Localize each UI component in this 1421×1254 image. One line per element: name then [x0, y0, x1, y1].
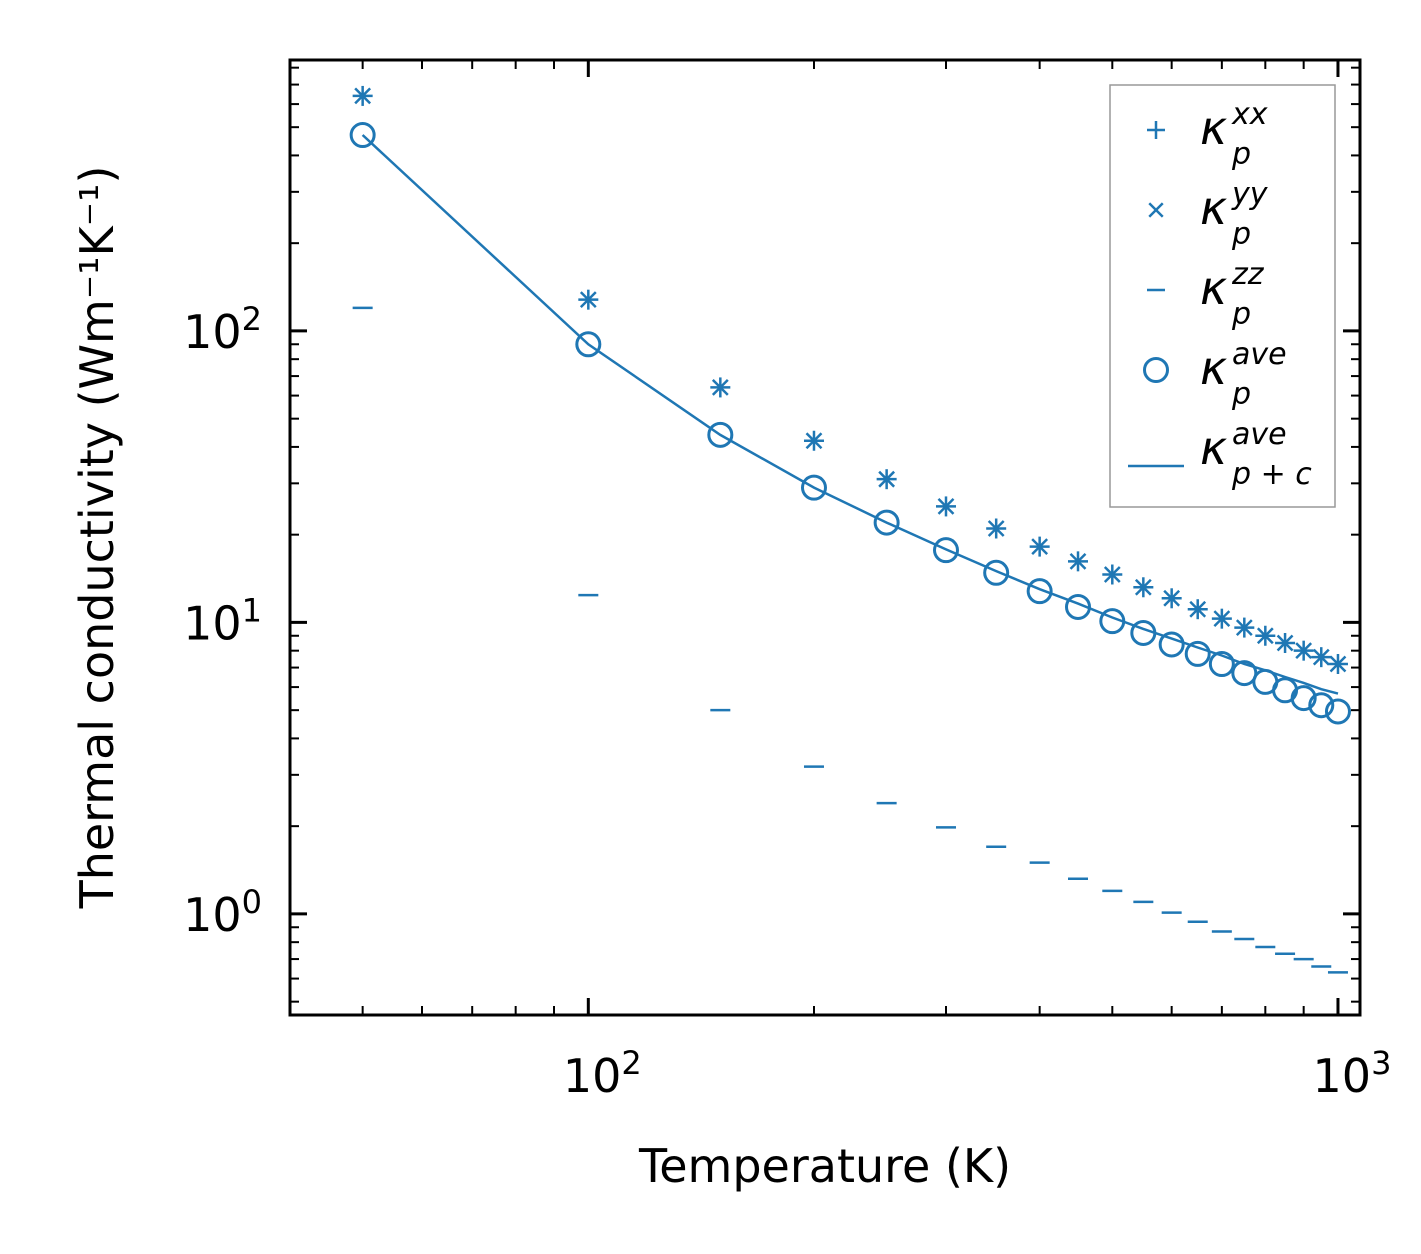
x-stroke-b: [1295, 642, 1313, 660]
data-series: [349, 85, 1351, 974]
y-tick-label: 101: [183, 591, 262, 650]
x-stroke-b: [1163, 589, 1181, 607]
point-x: [805, 432, 823, 450]
legend-label: κ zz p: [1200, 257, 1265, 332]
point-x: [1256, 627, 1274, 645]
point-circle: [349, 122, 376, 149]
legend-item: κ zz p: [1147, 257, 1265, 332]
legend-item: κ yy p: [1148, 177, 1269, 252]
legend-marker-plus: [1147, 121, 1165, 139]
point-circle: [1208, 651, 1235, 678]
legend-item: κ xx p: [1147, 97, 1268, 172]
legend-label: κ yy p: [1200, 177, 1269, 252]
x-stroke-b: [711, 379, 729, 396]
point-x: [1295, 642, 1313, 660]
x-stroke-b: [579, 291, 597, 309]
x-stroke-b: [987, 520, 1005, 537]
legend-label: κ ave p: [1200, 337, 1287, 412]
x-stroke-b: [1031, 538, 1049, 555]
x-stroke-b: [1134, 578, 1152, 596]
point-circle: [873, 509, 900, 536]
point-x: [711, 379, 729, 396]
point-circle: [1290, 685, 1317, 712]
point-circle: [707, 421, 734, 448]
point-circle: [1308, 692, 1335, 719]
tick-labels: 102 103 100 101 102: [183, 300, 1391, 1103]
point-x: [1276, 634, 1294, 652]
x-tick-label: 102: [563, 1044, 642, 1103]
point-circle: [575, 331, 602, 358]
x-stroke-b: [1256, 627, 1274, 645]
point-x: [1189, 600, 1207, 618]
legend-item: κ ave p: [1143, 337, 1287, 412]
x-stroke-b: [354, 87, 372, 105]
point-x: [1134, 578, 1152, 596]
point-x: [1069, 552, 1087, 570]
point-x: [1213, 610, 1231, 628]
point-circle: [1324, 698, 1351, 725]
major-ticks: [290, 60, 1360, 1015]
legend-label: κ xx p: [1200, 97, 1268, 172]
point-x: [937, 498, 955, 515]
series-line: [361, 134, 1339, 695]
point-x: [1312, 648, 1330, 666]
series-circle: [349, 122, 1351, 725]
y-tick-label: 102: [183, 300, 262, 359]
point-x: [579, 291, 597, 309]
point-x: [1163, 589, 1181, 607]
point-x: [354, 87, 372, 105]
plot-frame: [288, 58, 1362, 1017]
point-circle: [1158, 631, 1185, 658]
point-circle: [1026, 578, 1053, 605]
point-circle: [1184, 640, 1211, 667]
y-tick-label: 100: [183, 883, 262, 942]
point-circle: [983, 559, 1010, 586]
point-x: [1031, 538, 1049, 555]
point-x: [878, 470, 896, 488]
series-dash: [352, 306, 1348, 974]
legend-marker-x: [1148, 202, 1164, 218]
x-stroke-b: [1103, 566, 1121, 583]
y-axis-title: Thermal conductivity (Wm⁻¹K⁻¹): [70, 166, 124, 910]
x-stroke-b: [1235, 619, 1253, 636]
point-x: [1329, 655, 1347, 673]
x-stroke-b: [937, 498, 955, 515]
x-stroke-b: [1329, 655, 1347, 673]
legend: κ xx pκ yy pκ zz pκ ave pκ ave p + c: [1109, 84, 1336, 508]
point-x: [987, 520, 1005, 537]
point-x: [1103, 566, 1121, 583]
point-circle: [800, 474, 827, 501]
legend-marker-circle: [1143, 357, 1169, 383]
x-stroke-b: [878, 470, 896, 488]
x-stroke-b: [1189, 600, 1207, 618]
legend-label: κ ave p + c: [1200, 417, 1312, 492]
x-stroke-b: [1276, 634, 1294, 652]
x-axis-title: Temperature (K): [638, 1139, 1011, 1193]
x-stroke-b: [805, 432, 823, 450]
series-x: [354, 87, 1347, 673]
x-stroke-b: [1069, 552, 1087, 570]
point-circle: [932, 537, 959, 564]
x-stroke-b: [1213, 610, 1231, 628]
legend-item: κ ave p + c: [1128, 417, 1312, 492]
point-x: [1235, 619, 1253, 636]
series-line: [361, 134, 1339, 695]
x-stroke-b: [1148, 202, 1164, 218]
x-stroke-b: [1312, 648, 1330, 666]
legend-frame: [1109, 84, 1336, 508]
x-tick-label: 103: [1313, 1044, 1392, 1103]
